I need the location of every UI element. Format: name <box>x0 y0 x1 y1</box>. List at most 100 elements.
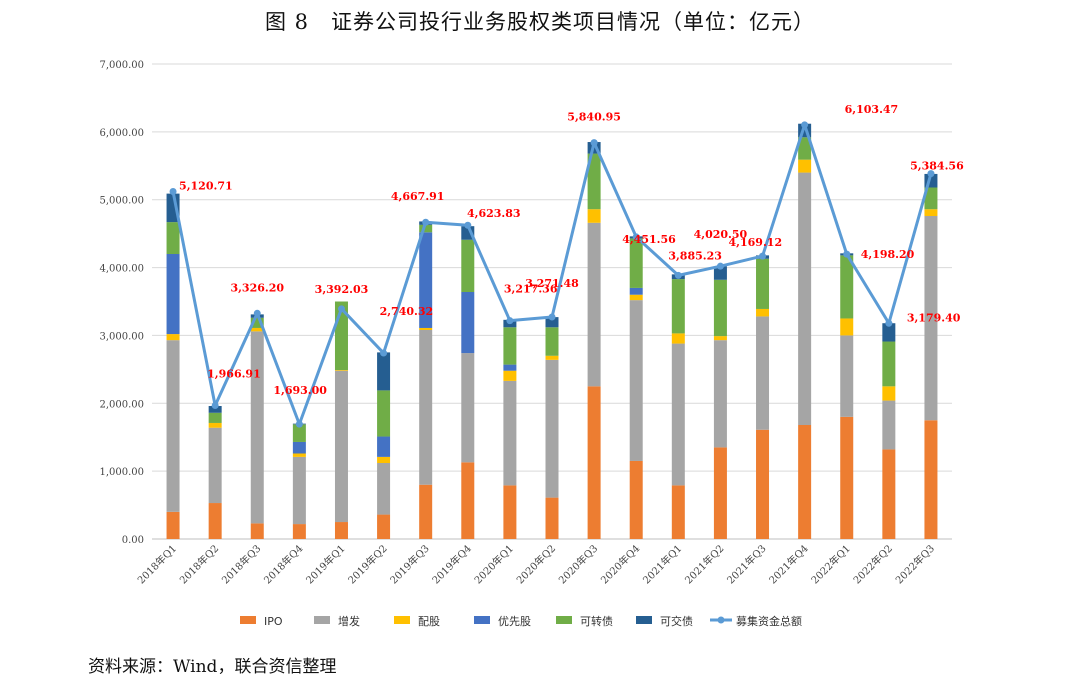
legend-swatch-可转债 <box>556 616 572 624</box>
x-tick-label: 2018年Q4 <box>261 542 306 587</box>
bar-segment-优先股 <box>292 441 306 454</box>
y-tick-label: 6,000.00 <box>99 128 144 139</box>
x-tick-label: 2022年Q2 <box>850 542 895 587</box>
bar-segment-增发 <box>503 380 517 486</box>
total-point <box>422 218 430 226</box>
legend-label: 可交债 <box>660 614 693 628</box>
legend-swatch-IPO <box>240 616 256 624</box>
legend-label: 可转债 <box>580 614 613 628</box>
bar-segment-可交债 <box>377 352 391 391</box>
x-tick-label: 2019年Q4 <box>429 542 474 587</box>
total-point <box>253 309 261 317</box>
total-data-label: 5,384.56 <box>910 160 964 173</box>
bar-segment-可转债 <box>208 412 222 423</box>
total-data-label: 6,103.47 <box>845 103 899 116</box>
bar-segment-配股 <box>545 355 559 360</box>
bar-segment-优先股 <box>629 287 643 295</box>
bar-segment-IPO <box>250 523 264 539</box>
bar-segment-IPO <box>545 497 559 539</box>
bar-segment-配股 <box>334 370 348 371</box>
bar-segment-配股 <box>798 159 812 173</box>
total-data-label: 4,198.20 <box>861 248 915 261</box>
y-tick-label: 2,000.00 <box>99 399 144 410</box>
x-tick-label: 2018年Q2 <box>177 542 222 587</box>
bar-segment-配股 <box>419 327 433 330</box>
bar-segment-IPO <box>419 484 433 539</box>
bar-segment-增发 <box>545 359 559 498</box>
total-point <box>506 317 514 325</box>
bar-segment-可转债 <box>629 238 643 288</box>
bar-segment-优先股 <box>503 364 517 371</box>
bar-segment-可转债 <box>419 224 433 233</box>
legend-label: IPO <box>264 615 283 628</box>
bar-segment-配股 <box>292 453 306 457</box>
bar-segment-增发 <box>924 216 938 421</box>
bar-segment-增发 <box>713 340 727 448</box>
bar-segment-配股 <box>756 308 770 317</box>
bar-segment-可转债 <box>587 153 601 210</box>
x-tick-label: 2019年Q2 <box>345 542 390 587</box>
total-data-label: 4,169.12 <box>729 236 783 249</box>
x-tick-label: 2018年Q1 <box>135 542 180 587</box>
bar-segment-可转债 <box>292 424 306 442</box>
x-tick-label: 2022年Q3 <box>893 542 938 587</box>
bar-segment-增发 <box>250 331 264 524</box>
bar-segment-可转债 <box>798 137 812 160</box>
bar-segment-可转债 <box>545 327 559 356</box>
bar-segment-优先股 <box>419 232 433 328</box>
legend-swatch-优先股 <box>474 616 490 624</box>
bar-segment-可转债 <box>166 222 180 254</box>
total-data-label: 3,217.36 <box>504 283 558 296</box>
x-tick-label: 2022年Q1 <box>808 542 853 587</box>
bar-segment-增发 <box>629 300 643 461</box>
total-point <box>801 121 809 129</box>
bar-segment-可转债 <box>503 327 517 365</box>
x-tick-label: 2019年Q3 <box>387 542 432 587</box>
bar-segment-可转债 <box>671 279 685 334</box>
bar-segment-IPO <box>629 460 643 539</box>
bar-segment-IPO <box>334 522 348 539</box>
total-point <box>885 319 893 327</box>
bar-segment-增发 <box>756 316 770 430</box>
total-point <box>169 188 177 196</box>
legend-swatch-增发 <box>314 616 330 624</box>
total-point <box>759 252 767 260</box>
x-tick-label: 2021年Q1 <box>640 542 685 587</box>
bar-segment-增发 <box>882 400 896 450</box>
total-data-label: 4,451.56 <box>622 233 676 246</box>
bar-segment-优先股 <box>377 436 391 457</box>
bar-segment-可交债 <box>545 317 559 328</box>
bar-segment-配股 <box>208 422 222 428</box>
total-data-label: 2,740.32 <box>380 305 434 318</box>
x-tick-label: 2021年Q4 <box>766 542 811 587</box>
bar-segment-增发 <box>377 463 391 515</box>
bar-segment-可转债 <box>377 390 391 437</box>
x-tick-label: 2020年Q4 <box>598 542 643 587</box>
bar-segment-IPO <box>503 485 517 539</box>
bar-segment-IPO <box>292 524 306 539</box>
bar-segment-可转债 <box>250 317 264 328</box>
bar-segment-IPO <box>798 425 812 539</box>
y-tick-label: 5,000.00 <box>99 196 144 207</box>
bar-segment-优先股 <box>461 292 475 354</box>
bar-segment-增发 <box>208 427 222 504</box>
total-point <box>843 250 851 258</box>
bar-segment-配股 <box>166 334 180 341</box>
y-tick-label: 3,000.00 <box>99 331 144 342</box>
bar-segment-配股 <box>840 318 854 336</box>
bar-segment-配股 <box>924 209 938 216</box>
total-point <box>464 221 472 229</box>
bar-segment-可转债 <box>461 239 475 292</box>
total-data-label: 4,667.91 <box>391 190 445 203</box>
bar-segment-配股 <box>503 370 517 381</box>
legend-label: 优先股 <box>498 615 531 628</box>
legend-label: 配股 <box>418 615 440 628</box>
legend-label: 增发 <box>338 614 360 628</box>
total-point <box>632 233 640 241</box>
bar-segment-配股 <box>671 333 685 344</box>
x-tick-label: 2020年Q2 <box>514 542 559 587</box>
bar-segment-可交债 <box>882 323 896 342</box>
bar-segment-配股 <box>250 327 264 332</box>
x-tick-label: 2020年Q3 <box>556 542 601 587</box>
